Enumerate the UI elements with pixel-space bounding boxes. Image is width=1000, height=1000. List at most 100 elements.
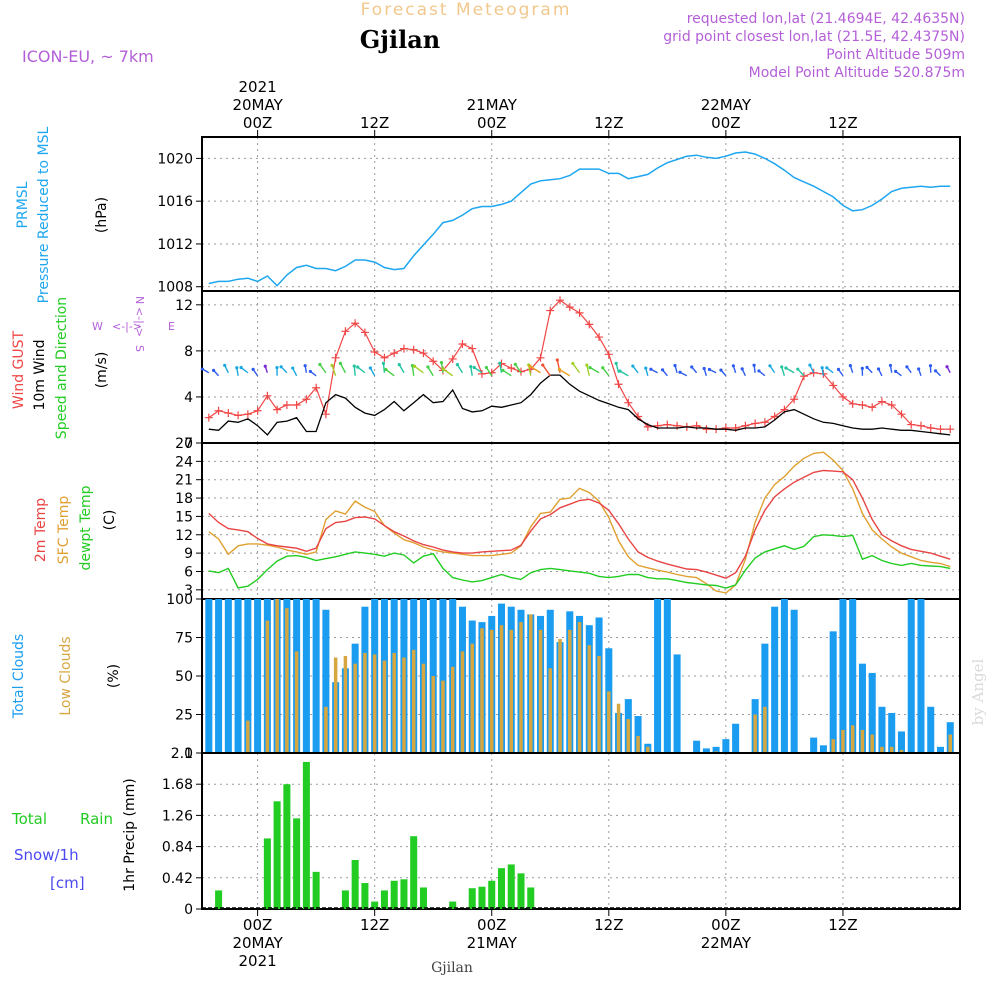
gust-marker: [419, 349, 428, 358]
low-cloud-bar: [616, 703, 621, 753]
wind-arrow-head: [498, 361, 502, 365]
wind-arrow-head: [865, 365, 869, 370]
top-year-label: 2021: [239, 78, 277, 96]
total-cloud-bar: [722, 739, 730, 753]
ytick-label: 1016: [157, 194, 193, 210]
ytick-label: 12: [175, 528, 193, 544]
total-cloud-bar: [819, 745, 827, 753]
total-cloud-bar: [234, 599, 242, 753]
low-cloud-bar: [870, 734, 874, 753]
gust-marker: [760, 418, 769, 427]
wind-arrow-head: [660, 368, 665, 372]
pressure-panel: 1008 1012 1016 1020: [157, 136, 961, 296]
wind-arrow-head: [513, 362, 517, 366]
rain-bar: [468, 888, 476, 909]
wind-arrow-head: [618, 369, 622, 373]
low-cloud-bar: [450, 666, 455, 753]
model-altitude: Model Point Altitude 520.875m: [749, 65, 965, 81]
credit-watermark: by Angel: [969, 658, 987, 725]
panel-frame: [201, 442, 961, 600]
bottom-tick-label: 12Z: [828, 916, 857, 934]
wind-arrow-head: [585, 363, 589, 367]
gust-marker: [536, 353, 545, 362]
wind-arrow-head: [678, 370, 682, 374]
bottom-tick-label: 00Z: [711, 916, 740, 934]
ytick-label: 6: [184, 564, 193, 580]
top-tick-label: 00Z: [243, 114, 272, 132]
total-cloud-bar: [927, 706, 935, 753]
wind-arrow: [331, 365, 337, 376]
wind-arrow-head: [673, 363, 677, 368]
low-cloud-bar: [460, 651, 465, 753]
rain-bar: [341, 890, 349, 909]
wind-arrow-head: [223, 363, 227, 367]
ytick-label: 12: [175, 298, 193, 314]
low-cloud-bar: [831, 739, 835, 753]
top-tick-label: 00Z: [477, 114, 506, 132]
gust-marker: [263, 391, 272, 400]
ytick-label: 1.26: [162, 808, 193, 824]
ytick-label: 4: [184, 390, 193, 406]
bottom-date-label: 22MAY: [701, 934, 752, 952]
gust-marker: [302, 395, 311, 404]
wind-arrow-head: [426, 365, 430, 369]
total-cloud-bar: [312, 599, 320, 753]
total-cloud-bar: [712, 746, 720, 753]
prmsl-line: [208, 151, 951, 287]
bottom-tick-label: 12Z: [594, 916, 623, 934]
low-cloud-bar: [324, 706, 328, 753]
wind-arrow-head: [752, 363, 756, 367]
wind-arrow-head: [235, 366, 239, 370]
gust-marker: [838, 392, 847, 401]
wind-arrow: [586, 364, 590, 376]
low-cloud-bar: [402, 657, 406, 753]
compass-we-arrow: <-|->: [112, 320, 142, 333]
low-cloud-bar: [860, 729, 865, 753]
wind-arrow-head: [933, 369, 938, 373]
gust-marker: [331, 353, 340, 362]
wind-speed-dir-label: Speed and Direction: [54, 297, 70, 439]
wind-arrow-head: [484, 365, 488, 370]
precip-snow-unit: [cm]: [50, 874, 85, 892]
ytick-label: 1020: [157, 151, 193, 167]
rain-bar: [419, 887, 427, 909]
wind-arrow: [559, 368, 571, 377]
total-cloud-bar: [936, 746, 945, 753]
gust-marker: [809, 368, 818, 377]
gust-marker: [663, 420, 672, 429]
total-cloud-bar: [780, 599, 788, 753]
rain-bar: [293, 818, 301, 909]
gust-marker: [829, 381, 838, 390]
low-cloud-bar: [948, 734, 953, 753]
wind-arrow-head: [894, 369, 898, 373]
total-cloud-bar: [888, 712, 896, 753]
ytick-label: 0.84: [162, 840, 193, 856]
rain-bar: [351, 859, 359, 909]
prmsl-label: PRMSL: [15, 181, 31, 228]
gust-marker: [214, 406, 223, 415]
wind-arrow-head: [740, 367, 744, 371]
low-cloud-bar: [333, 657, 338, 753]
total-cloud-bar: [829, 631, 837, 753]
total-cloud-bar: [771, 606, 779, 753]
total-cloud-bar: [858, 663, 866, 753]
ytick-label: 0: [184, 436, 193, 452]
wind-arrow: [502, 369, 512, 377]
wind-gust-label: Wind GUST: [11, 330, 27, 409]
wind-arrow: [499, 363, 503, 373]
compass-legend: W <-|-> E N <-|-> S: [92, 296, 175, 352]
total-cloud-bar: [634, 716, 642, 753]
low-cloud-bar: [597, 655, 601, 753]
top-tick-label: 00Z: [711, 114, 740, 132]
wind-arrow-head: [757, 369, 761, 373]
ytick-label: 18: [175, 491, 193, 507]
wind-arrow-head: [825, 366, 829, 370]
wind-arrow-head: [555, 358, 559, 362]
precip-unit: 1hr Precip (mm): [122, 778, 138, 891]
wind-arrow-head: [352, 364, 356, 368]
temperature-panel: 3 6 9 12 15 18 21 24 27: [175, 436, 961, 600]
gust-marker: [546, 306, 555, 315]
low-cloud-bar: [421, 663, 426, 753]
wind-arrow-head: [702, 366, 706, 371]
wind-arrow-head: [707, 367, 712, 372]
